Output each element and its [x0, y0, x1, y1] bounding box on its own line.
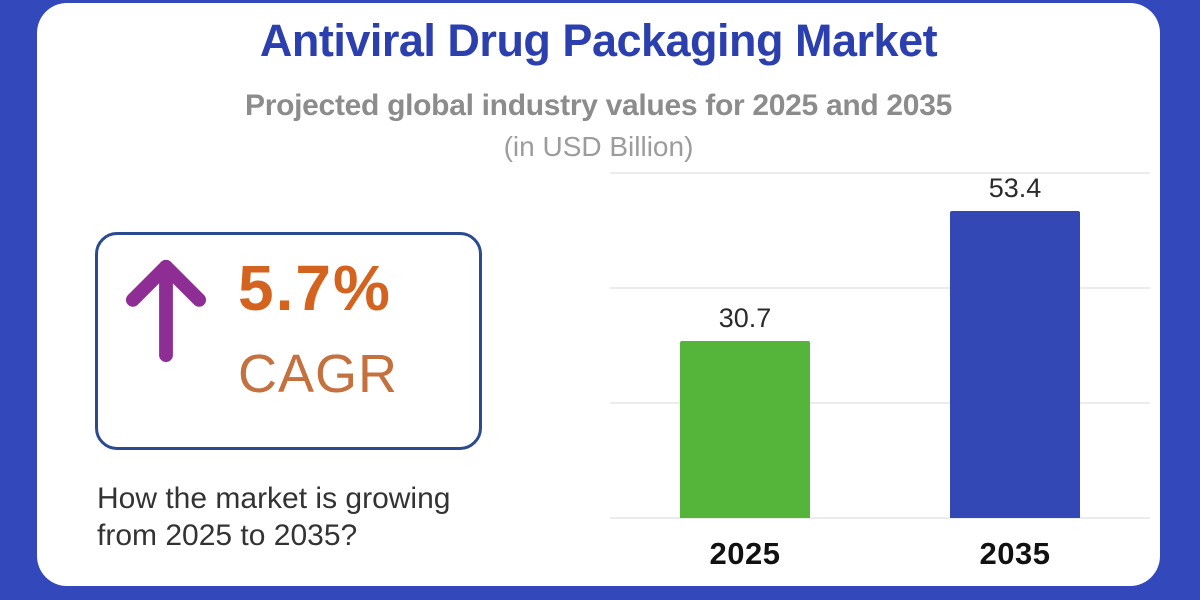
question-line: from 2025 to 2035? [97, 519, 358, 552]
category-label: 2035 [979, 536, 1051, 571]
gridline [610, 402, 1150, 404]
bar-value-label: 30.7 [718, 303, 772, 333]
question-text: How the market is growing from 2025 to 2… [97, 480, 450, 554]
bar-2035 [950, 211, 1080, 518]
chart-plot-area: 30.7 53.4 [610, 172, 1150, 519]
cagr-callout: 5.7% CAGR [95, 232, 482, 450]
subtitle: Projected global industry values for 202… [245, 89, 952, 122]
bar-2025 [680, 341, 810, 518]
cagr-label: CAGR [238, 344, 399, 404]
bar-value-label: 53.4 [988, 173, 1042, 203]
infographic-card: Antiviral Drug Packaging Market Projecte… [37, 3, 1160, 586]
page-title: Antiviral Drug Packaging Market [259, 15, 938, 66]
category-label: 2025 [709, 536, 781, 571]
gridline [610, 287, 1150, 289]
question-line: How the market is growing [97, 482, 451, 515]
bar-chart: 30.7 53.4 2025 2035 [610, 172, 1150, 573]
gridline [610, 172, 1150, 174]
cagr-value: 5.7% [238, 252, 392, 324]
units-label: (in USD Billion) [503, 131, 694, 162]
gridline [610, 517, 1150, 519]
up-arrow-icon [125, 259, 207, 362]
